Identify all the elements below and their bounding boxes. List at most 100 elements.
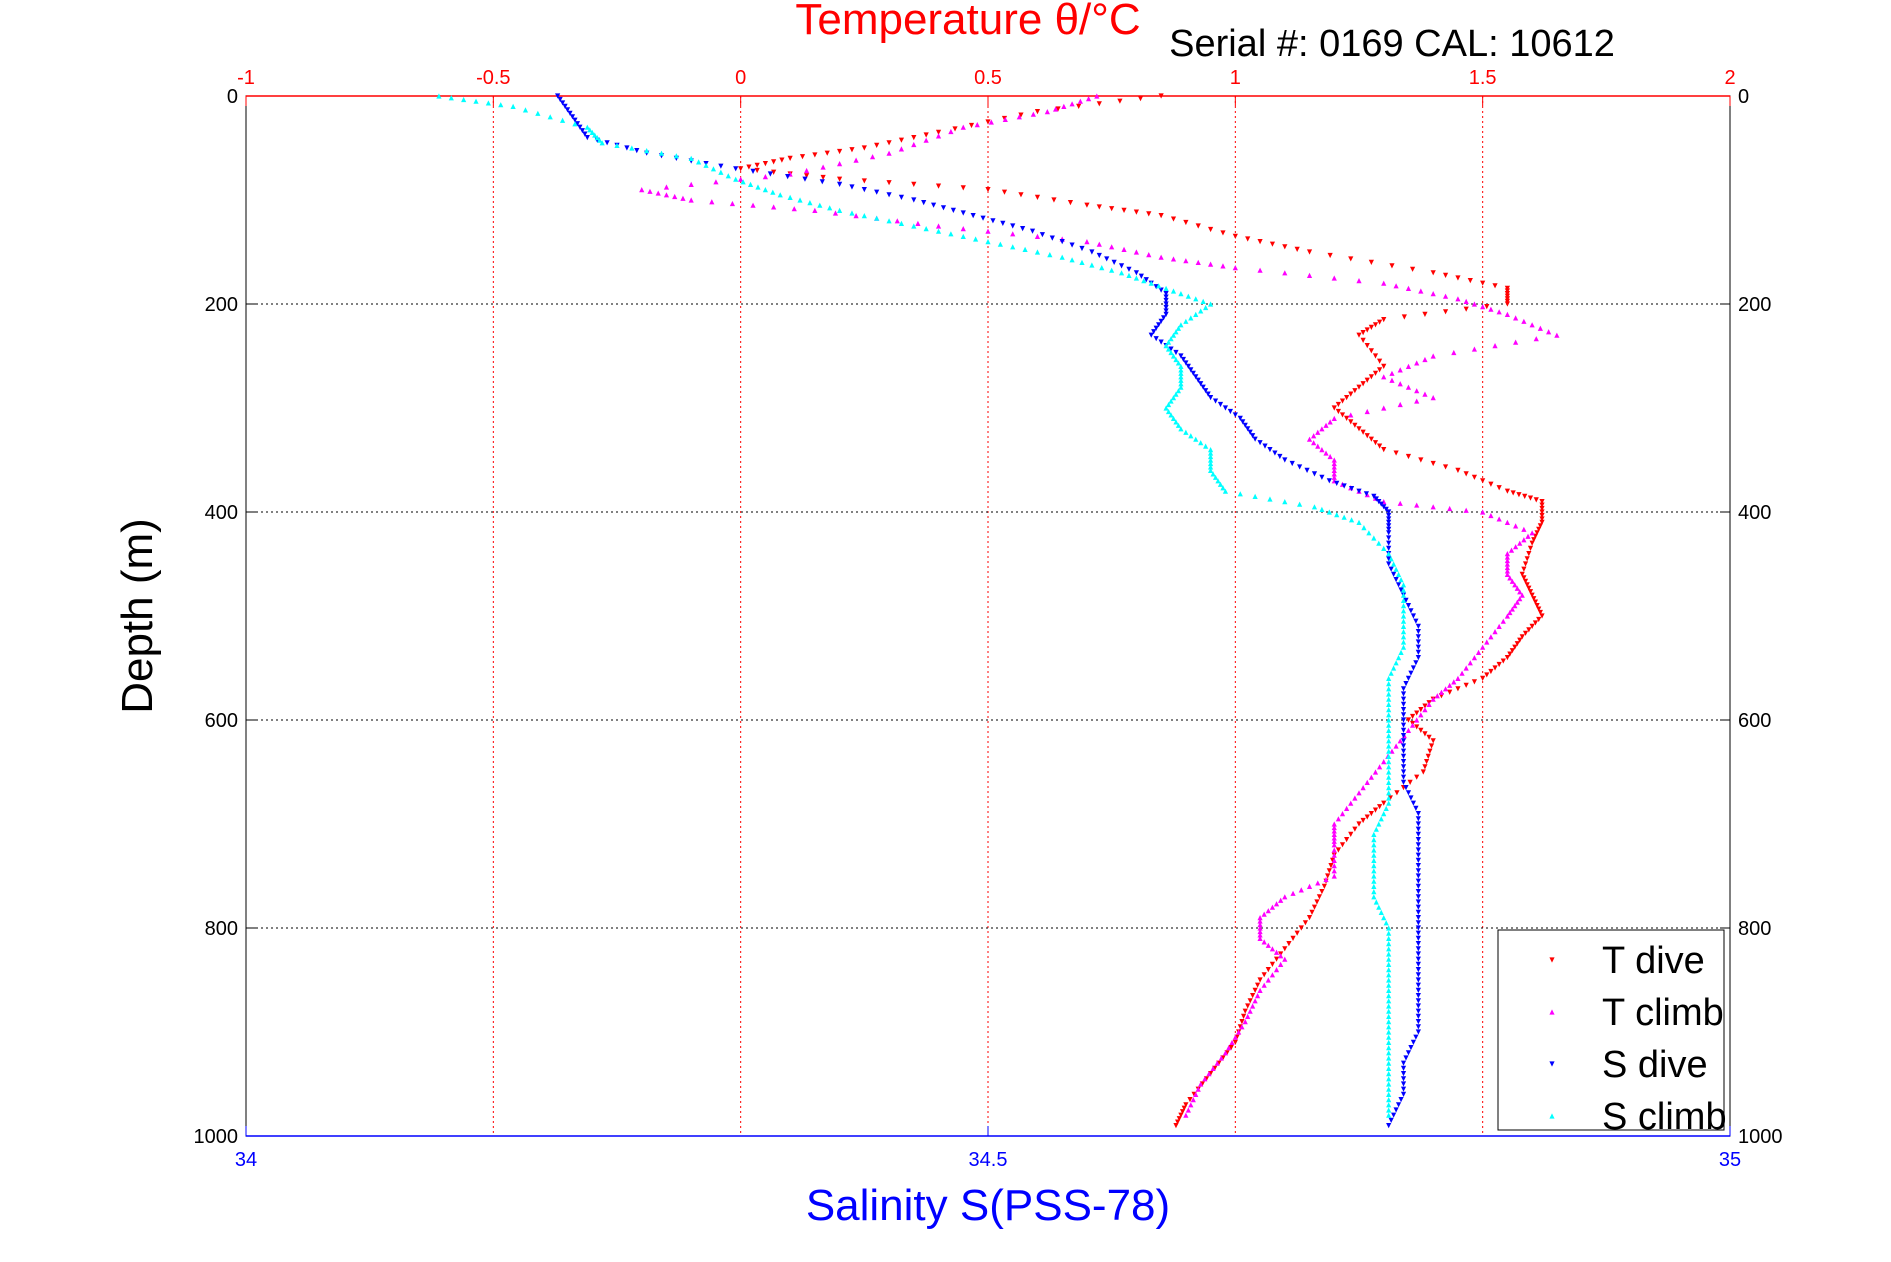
s-climb-point [1386, 987, 1392, 993]
t-climb-point [1434, 693, 1440, 699]
t-climb-point [1504, 561, 1510, 567]
t-dive-point [1425, 753, 1431, 759]
s-dive-point [584, 135, 590, 141]
s-dive-point [1237, 415, 1243, 421]
t-climb-point [1206, 1071, 1212, 1077]
s-climb-point [1398, 649, 1404, 655]
t-climb-point [1381, 759, 1387, 765]
t-dive-point [1364, 343, 1370, 349]
s-climb-point [1386, 1003, 1392, 1009]
t-dive-point [968, 122, 975, 129]
t-dive-point [1531, 537, 1537, 543]
t-dive-point [1527, 545, 1534, 551]
t-dive-point [1512, 644, 1518, 650]
s-dive-point [1400, 1060, 1407, 1066]
t-climb-point [1034, 233, 1041, 239]
s-dive-point [1415, 993, 1421, 999]
t-climb-point [1554, 332, 1560, 338]
s-dive-point [930, 202, 937, 208]
t-dive-point [1522, 561, 1529, 567]
t-climb-point [1331, 847, 1337, 853]
s-climb-point [597, 137, 603, 143]
t-dive-point [1335, 408, 1341, 415]
s-climb-point [594, 135, 600, 141]
t-climb-point [1517, 540, 1523, 546]
s-climb-point [1386, 1045, 1392, 1051]
t-dive-point [1348, 831, 1354, 837]
t-climb-point [1121, 246, 1127, 252]
t-dive-point [746, 164, 752, 170]
t-dive-point [1368, 259, 1374, 265]
s-climb-point [1388, 556, 1394, 562]
s-dive-point [1289, 460, 1295, 467]
s-dive-point [849, 184, 855, 190]
t-dive-point [1187, 1097, 1193, 1103]
t-climb-point [1368, 774, 1374, 780]
s-dive-point [1415, 878, 1421, 884]
s-dive-point [1400, 691, 1407, 697]
t-dive-point [1524, 556, 1530, 562]
t-dive-point [960, 185, 966, 191]
t-climb-point [1250, 1003, 1256, 1009]
s-climb-point [1133, 275, 1139, 281]
s-dive-point [1410, 800, 1417, 806]
s-dive-point [1212, 398, 1219, 404]
y-axis-label: Depth (m) [113, 518, 162, 714]
t-climb-point [1504, 564, 1510, 571]
s-climb-point [485, 100, 491, 106]
t-dive-point [1418, 457, 1424, 463]
t-dive-point [1381, 317, 1387, 323]
t-dive-point [1471, 679, 1478, 685]
t-dive-point [1484, 304, 1490, 310]
s-climb-point [740, 179, 746, 185]
s-climb-point [1386, 769, 1392, 775]
t-dive-point [1496, 661, 1502, 668]
legend-box [1497, 929, 1725, 1131]
t-climb-point [1214, 1060, 1220, 1066]
x-axis-label: Salinity S(PSS-78) [806, 1181, 1170, 1230]
t-dive-point [1348, 256, 1354, 262]
t-climb-point [1085, 96, 1092, 102]
s-climb-point [1178, 384, 1184, 390]
t-dive-point [1364, 377, 1370, 383]
s-dive-point [1400, 722, 1407, 728]
t-climb-point [1405, 727, 1412, 733]
s-climb-point [1188, 433, 1194, 439]
t-climb-point [1331, 415, 1337, 421]
t-dive-point [1524, 582, 1530, 588]
s-climb-point [1047, 252, 1053, 258]
s-climb-point [1193, 436, 1199, 442]
s-dive-point [1395, 582, 1402, 588]
s-climb-point [861, 213, 867, 219]
s-climb-point [733, 176, 739, 182]
t-climb-point [1467, 660, 1473, 666]
t-dive-point [1442, 464, 1449, 470]
s-climb-point [644, 148, 650, 154]
t-climb-point [1430, 395, 1436, 401]
s-dive-point [1386, 530, 1392, 536]
t-climb-point [729, 200, 736, 207]
t-climb-point [1278, 961, 1284, 967]
t-climb-point [1236, 1029, 1242, 1035]
t-dive-point [1393, 450, 1399, 456]
t-dive-point [1096, 204, 1102, 210]
t-climb-point [1430, 353, 1436, 359]
s-dive-point [567, 110, 573, 116]
s-climb-point [1326, 509, 1332, 515]
s-dive-point [1400, 686, 1407, 692]
s-dive-point [1415, 639, 1421, 645]
s-dive-point [1415, 982, 1421, 988]
s-climb-point [1383, 805, 1389, 811]
s-climb-point [911, 223, 917, 229]
s-dive-point [1415, 852, 1421, 858]
t-dive-point [1339, 842, 1346, 848]
t-dive-point [1352, 388, 1358, 394]
s-climb-point [1178, 370, 1184, 376]
s-climb-point [762, 187, 768, 193]
t-dive-point [1529, 540, 1535, 546]
t-climb-point [1414, 388, 1420, 394]
t-climb-point [1492, 629, 1498, 635]
t-climb-point [663, 184, 670, 190]
s-dive-point [1188, 367, 1194, 373]
s-dive-point [1386, 509, 1392, 515]
